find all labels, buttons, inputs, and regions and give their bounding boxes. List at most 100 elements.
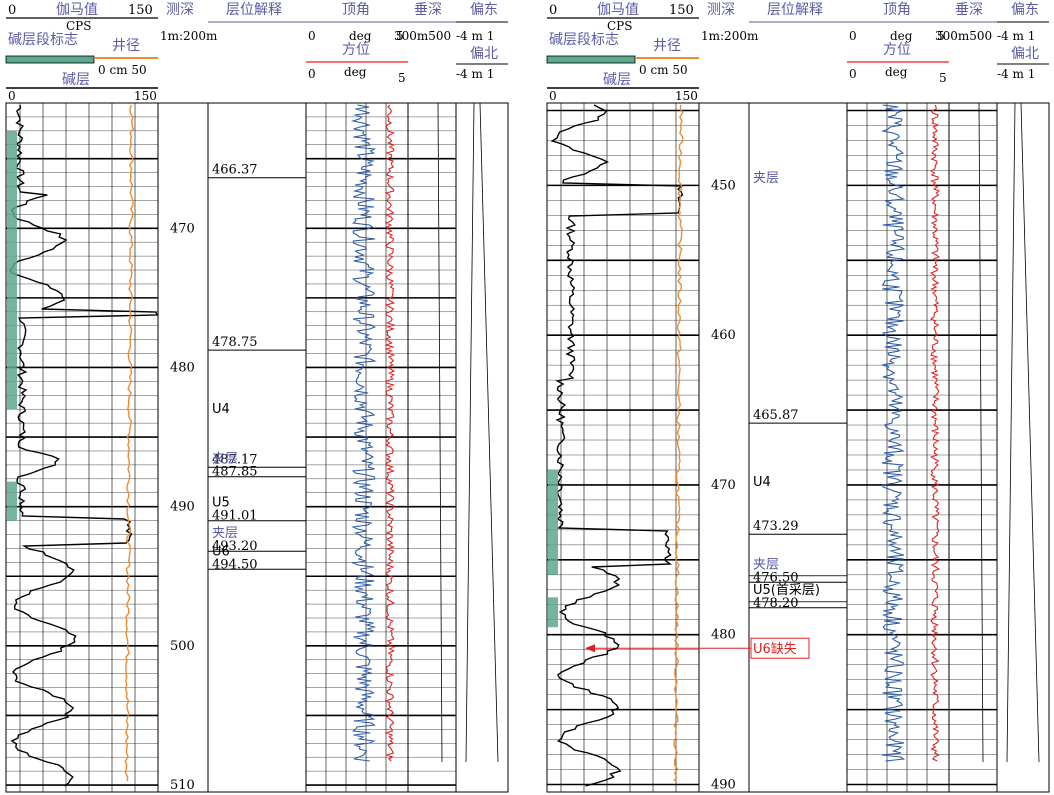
depth-label: 480	[711, 628, 736, 643]
gamma-unit: CPS	[607, 19, 632, 33]
north-scale: -4 m 1	[997, 67, 1035, 81]
tvd-scale: 300m500	[935, 29, 992, 43]
inclination-curve	[881, 104, 906, 762]
inclination-max: 5	[937, 29, 945, 43]
alkali-fill	[548, 597, 558, 628]
azimuth-min: 0	[308, 67, 316, 81]
depth-scale: 1m:200m	[701, 29, 759, 43]
interp-label: U5	[212, 496, 230, 511]
interp-depth: 494.50	[212, 557, 258, 572]
caliper-curve	[673, 104, 684, 782]
inclination-curve	[350, 104, 377, 762]
interp-depth: 478.75	[212, 335, 258, 350]
alkali-max: 150	[675, 89, 698, 103]
depth-label: 480	[170, 360, 195, 375]
interp-label: 夹层	[212, 452, 238, 467]
interp-title: 层位解释	[226, 2, 282, 18]
alkali-min: 0	[549, 89, 557, 103]
inclination-unit: deg	[890, 29, 913, 43]
azimuth-min: 0	[849, 67, 857, 81]
north-title: 偏北	[1011, 46, 1039, 62]
depth-scale: 1m:200m	[160, 29, 218, 43]
azimuth-unit: deg	[885, 65, 908, 79]
gamma-unit: CPS	[66, 19, 91, 33]
caliper-unit: 0 cm 50	[98, 63, 147, 77]
east-title: 偏东	[470, 2, 498, 18]
interp-label: U5(首采层)	[753, 583, 820, 598]
gamma-title: 伽马值	[597, 2, 639, 18]
depth-label: 490	[711, 778, 736, 793]
caliper-unit: 0 cm 50	[639, 63, 688, 77]
tvd-title: 垂深	[955, 2, 983, 18]
alkali-fill	[548, 469, 558, 575]
gamma-min-label: 0	[8, 3, 16, 18]
azimuth-max: 5	[939, 71, 947, 85]
depth-title: 测深	[166, 2, 194, 18]
azimuth-title: 方位	[342, 42, 370, 58]
alkali-flag-title: 碱层段标志	[8, 32, 78, 48]
depth-label: 470	[711, 478, 736, 493]
azimuth-title: 方位	[883, 42, 911, 58]
caliper-title: 井径	[112, 38, 140, 54]
interp-label: 夹层	[212, 526, 238, 541]
north-scale: -4 m 1	[456, 67, 494, 81]
alkali-min: 0	[8, 89, 16, 103]
alkali-fill	[7, 481, 17, 521]
interp-label: 夹层	[753, 557, 779, 572]
interp-depth: 487.85	[212, 465, 258, 480]
alkali-flag-title: 碱层段标志	[549, 32, 619, 48]
east-curve	[1006, 102, 1016, 763]
azimuth-curve	[384, 104, 396, 762]
inclination-title: 顶角	[342, 2, 370, 18]
alkali-fill	[7, 130, 17, 410]
annotation-label: U6缺失	[753, 642, 797, 657]
log-panel-right: 0 伽马值 150 CPS 碱层段标志 井径 0 cm 50 碱层 0 150 测深 1m:200m 层…	[545, 0, 1053, 795]
caliper-title: 井径	[653, 38, 681, 54]
gamma-max-label: 150	[669, 3, 694, 18]
interp-box	[748, 575, 848, 603]
interp-depth: 473.29	[753, 519, 799, 534]
depth-label: 510	[170, 778, 195, 793]
alkali-flag-swatch	[5, 55, 95, 64]
interp-label: 夹层	[753, 171, 779, 186]
tvd-title: 垂深	[414, 2, 442, 18]
track-frame	[5, 102, 509, 793]
inclination-min: 0	[849, 29, 857, 43]
interp-depth: 478.20	[753, 596, 799, 611]
depth-label: 500	[170, 639, 195, 654]
north-curve	[479, 102, 499, 763]
interp-depth: 466.37	[212, 163, 258, 178]
interp-depth: 465.87	[753, 408, 799, 423]
azimuth-unit: deg	[344, 65, 367, 79]
gamma-title: 伽马值	[56, 2, 98, 18]
east-scale: -4 m 1	[997, 29, 1035, 43]
interp-label: U4	[753, 475, 771, 490]
azimuth-max: 5	[398, 71, 406, 85]
log-panel-left: 0 伽马值 150 CPS 碱层段标志 井径 0 cm 50 碱层 0 150 测深 1m:200m 层…	[4, 0, 512, 795]
alkali-flag-swatch	[546, 55, 636, 64]
interp-label: U4	[212, 402, 230, 417]
depth-label: 450	[711, 178, 736, 193]
east-scale: -4 m 1	[456, 29, 494, 43]
azimuth-curve	[929, 104, 941, 762]
gamma-min-label: 0	[549, 3, 557, 18]
gamma-max-label: 150	[128, 3, 153, 18]
interp-depth: 487.17	[212, 452, 258, 467]
track-frame	[546, 102, 1050, 793]
interp-depth: 476.50	[753, 570, 799, 585]
east-title: 偏东	[1011, 2, 1039, 18]
interp-depth: 493.20	[212, 539, 258, 554]
north-title: 偏北	[470, 46, 498, 62]
tvd-scale: 300m500	[394, 29, 451, 43]
interp-depth: 491.01	[212, 509, 258, 524]
annotation-arrowhead	[585, 644, 595, 653]
tvd-curve	[978, 102, 984, 763]
gamma-curve	[550, 104, 685, 787]
alkali-max: 150	[134, 89, 157, 103]
tvd-curve	[437, 102, 443, 763]
east-curve	[465, 102, 475, 763]
inclination-title: 顶角	[883, 2, 911, 18]
north-curve	[1020, 102, 1040, 763]
